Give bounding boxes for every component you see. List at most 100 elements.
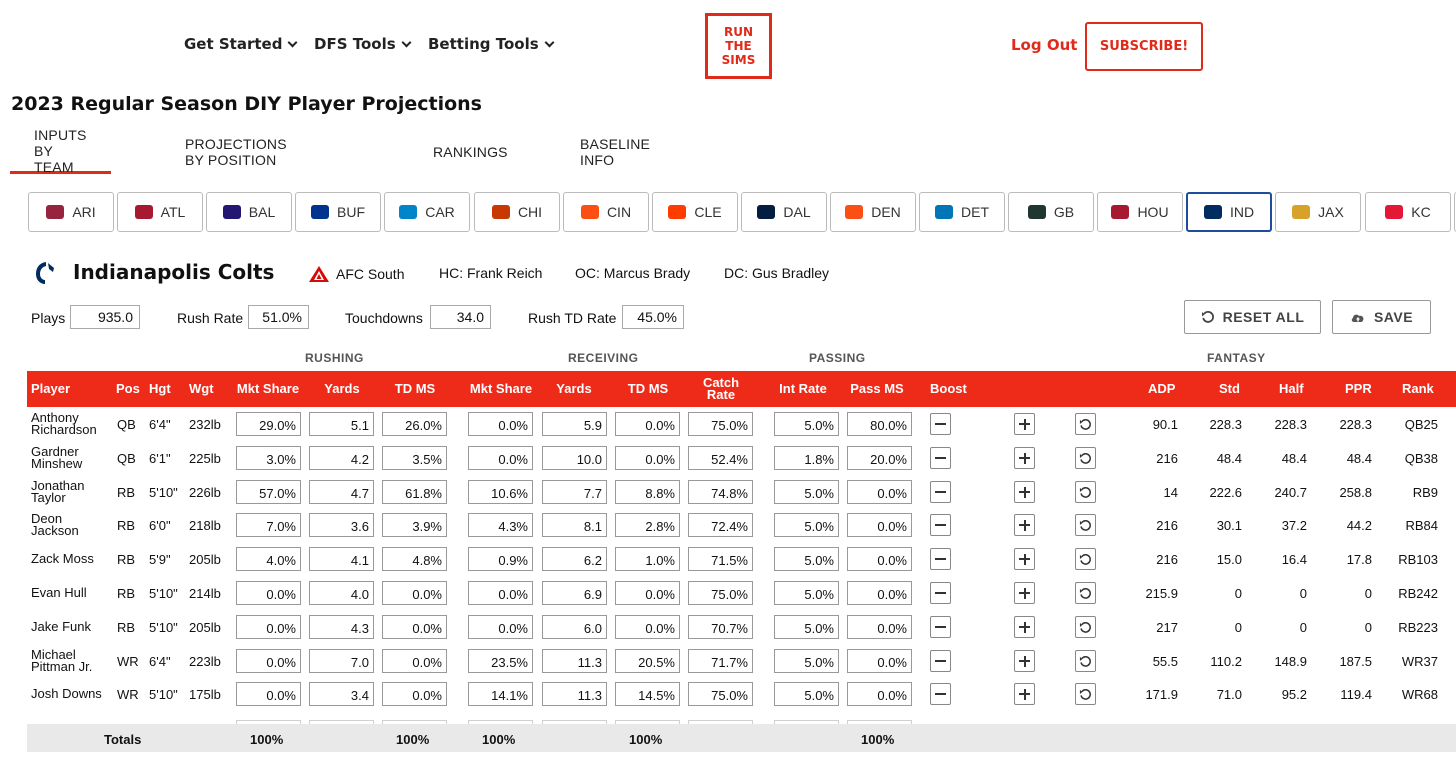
catch-input[interactable]: 74.8% [688,480,753,504]
col-rec-mkt-share[interactable]: Mkt Share [469,381,533,396]
boost-decrease-button[interactable] [930,514,951,536]
col-adp[interactable]: ADP [1148,381,1176,396]
catch-input[interactable]: 72.4% [688,513,753,537]
rush-td-input[interactable]: 3.5% [382,446,447,470]
rec-td-input[interactable]: 0.0% [615,446,680,470]
rush-yds-input[interactable]: 4.3 [309,615,374,639]
row-reset-button[interactable] [1075,650,1096,672]
boost-decrease-button[interactable] [930,548,951,570]
col-catch-rate[interactable]: Catch Rate [702,375,740,402]
save-button[interactable]: SAVE [1332,300,1431,334]
rec-td-input[interactable]: 8.8% [615,480,680,504]
team-tab-kc[interactable]: KC [1365,192,1451,232]
boost-increase-button[interactable] [1014,683,1035,705]
col-rec-yards[interactable]: Yards [556,381,592,396]
rush-yds-input[interactable]: 4.0 [309,581,374,605]
col-rec-td-ms[interactable]: TD MS [627,381,669,396]
rec-ms-input[interactable]: 10.6% [468,480,533,504]
team-tab-buf[interactable]: BUF [295,192,381,232]
logout-link[interactable]: Log Out [1011,36,1078,54]
int-rate-input[interactable]: 5.0% [774,412,839,436]
rush-td-input[interactable]: 26.0% [382,412,447,436]
col-rush-yards[interactable]: Yards [324,381,360,396]
row-reset-button[interactable] [1075,481,1096,503]
pass-ms-input[interactable]: 0.0% [847,615,912,639]
rush-ms-input[interactable]: 57.0% [236,480,301,504]
rush-ms-input[interactable]: 0.0% [236,649,301,673]
row-reset-button[interactable] [1075,683,1096,705]
col-rush-td-ms[interactable]: TD MS [394,381,436,396]
rec-td-input[interactable]: 0.0% [615,615,680,639]
int-rate-input[interactable]: 5.0% [774,615,839,639]
rec-ms-input[interactable]: 0.0% [468,446,533,470]
rush-td-rate-input[interactable]: 45.0% [622,305,684,329]
rush-yds-input[interactable]: 4.1 [309,547,374,571]
reset-all-button[interactable]: RESET ALL [1184,300,1321,334]
team-tab-jax[interactable]: JAX [1275,192,1361,232]
rush-yds-input[interactable]: 5.1 [309,412,374,436]
rec-td-input[interactable]: 0.0% [615,412,680,436]
rush-yds-input[interactable]: 4.2 [309,446,374,470]
boost-increase-button[interactable] [1014,616,1035,638]
pass-ms-input[interactable]: 0.0% [847,547,912,571]
rush-ms-input[interactable]: 0.0% [236,615,301,639]
team-tab-ind[interactable]: IND [1186,192,1272,232]
int-rate-input[interactable]: 5.0% [774,581,839,605]
int-rate-input[interactable]: 5.0% [774,547,839,571]
rec-yds-input[interactable]: 11.3 [542,649,607,673]
int-rate-input[interactable]: 1.8% [774,446,839,470]
rush-td-input[interactable]: 0.0% [382,581,447,605]
rush-td-input[interactable]: 61.8% [382,480,447,504]
rec-yds-input[interactable]: 11.3 [542,682,607,706]
pass-ms-input[interactable]: 80.0% [847,412,912,436]
col-rank[interactable]: Rank [1402,381,1434,396]
rush-td-input[interactable]: 4.8% [382,547,447,571]
nav-dfs-tools[interactable]: DFS Tools [314,35,412,53]
rush-yds-input[interactable]: 7.0 [309,649,374,673]
pass-ms-input[interactable]: 0.0% [847,649,912,673]
col-pos[interactable]: Pos [116,381,140,396]
int-rate-input[interactable]: 5.0% [774,513,839,537]
rush-yds-input[interactable]: 3.6 [309,513,374,537]
rec-td-input[interactable]: 1.0% [615,547,680,571]
nav-betting-tools[interactable]: Betting Tools [428,35,555,53]
boost-decrease-button[interactable] [930,447,951,469]
rec-yds-input[interactable]: 10.0 [542,446,607,470]
rush-td-input[interactable]: 0.0% [382,682,447,706]
int-rate-input[interactable]: 5.0% [774,682,839,706]
rec-td-input[interactable]: 2.8% [615,513,680,537]
row-reset-button[interactable] [1075,514,1096,536]
boost-decrease-button[interactable] [930,582,951,604]
plays-input[interactable]: 935.0 [70,305,140,329]
col-hgt[interactable]: Hgt [149,381,171,396]
int-rate-input[interactable]: 5.0% [774,480,839,504]
rush-td-input[interactable]: 0.0% [382,615,447,639]
subscribe-button[interactable]: SUBSCRIBE! [1085,22,1203,71]
pass-ms-input[interactable]: 0.0% [847,480,912,504]
rec-yds-input[interactable]: 7.7 [542,480,607,504]
pass-ms-input[interactable]: 0.0% [847,513,912,537]
team-tab-hou[interactable]: HOU [1097,192,1183,232]
row-reset-button[interactable] [1075,447,1096,469]
touchdowns-input[interactable]: 34.0 [430,305,491,329]
row-reset-button[interactable] [1075,413,1096,435]
boost-increase-button[interactable] [1014,548,1035,570]
row-reset-button[interactable] [1075,582,1096,604]
col-half[interactable]: Half [1279,381,1304,396]
rush-rate-input[interactable]: 51.0% [248,305,309,329]
rec-td-input[interactable]: 20.5% [615,649,680,673]
pass-ms-input[interactable]: 20.0% [847,446,912,470]
rec-ms-input[interactable]: 14.1% [468,682,533,706]
row-reset-button[interactable] [1075,616,1096,638]
tab-inputs-by-team[interactable]: INPUTS BY TEAM [10,127,111,175]
boost-increase-button[interactable] [1014,582,1035,604]
boost-decrease-button[interactable] [930,413,951,435]
int-rate-input[interactable]: 5.0% [774,649,839,673]
boost-decrease-button[interactable] [930,683,951,705]
tab-rankings[interactable]: RANKINGS [433,144,508,160]
catch-input[interactable]: 75.0% [688,412,753,436]
rush-yds-input[interactable]: 4.7 [309,480,374,504]
row-reset-button[interactable] [1075,548,1096,570]
team-tab-chi[interactable]: CHI [474,192,560,232]
team-tab-next-partial[interactable] [1454,192,1456,232]
